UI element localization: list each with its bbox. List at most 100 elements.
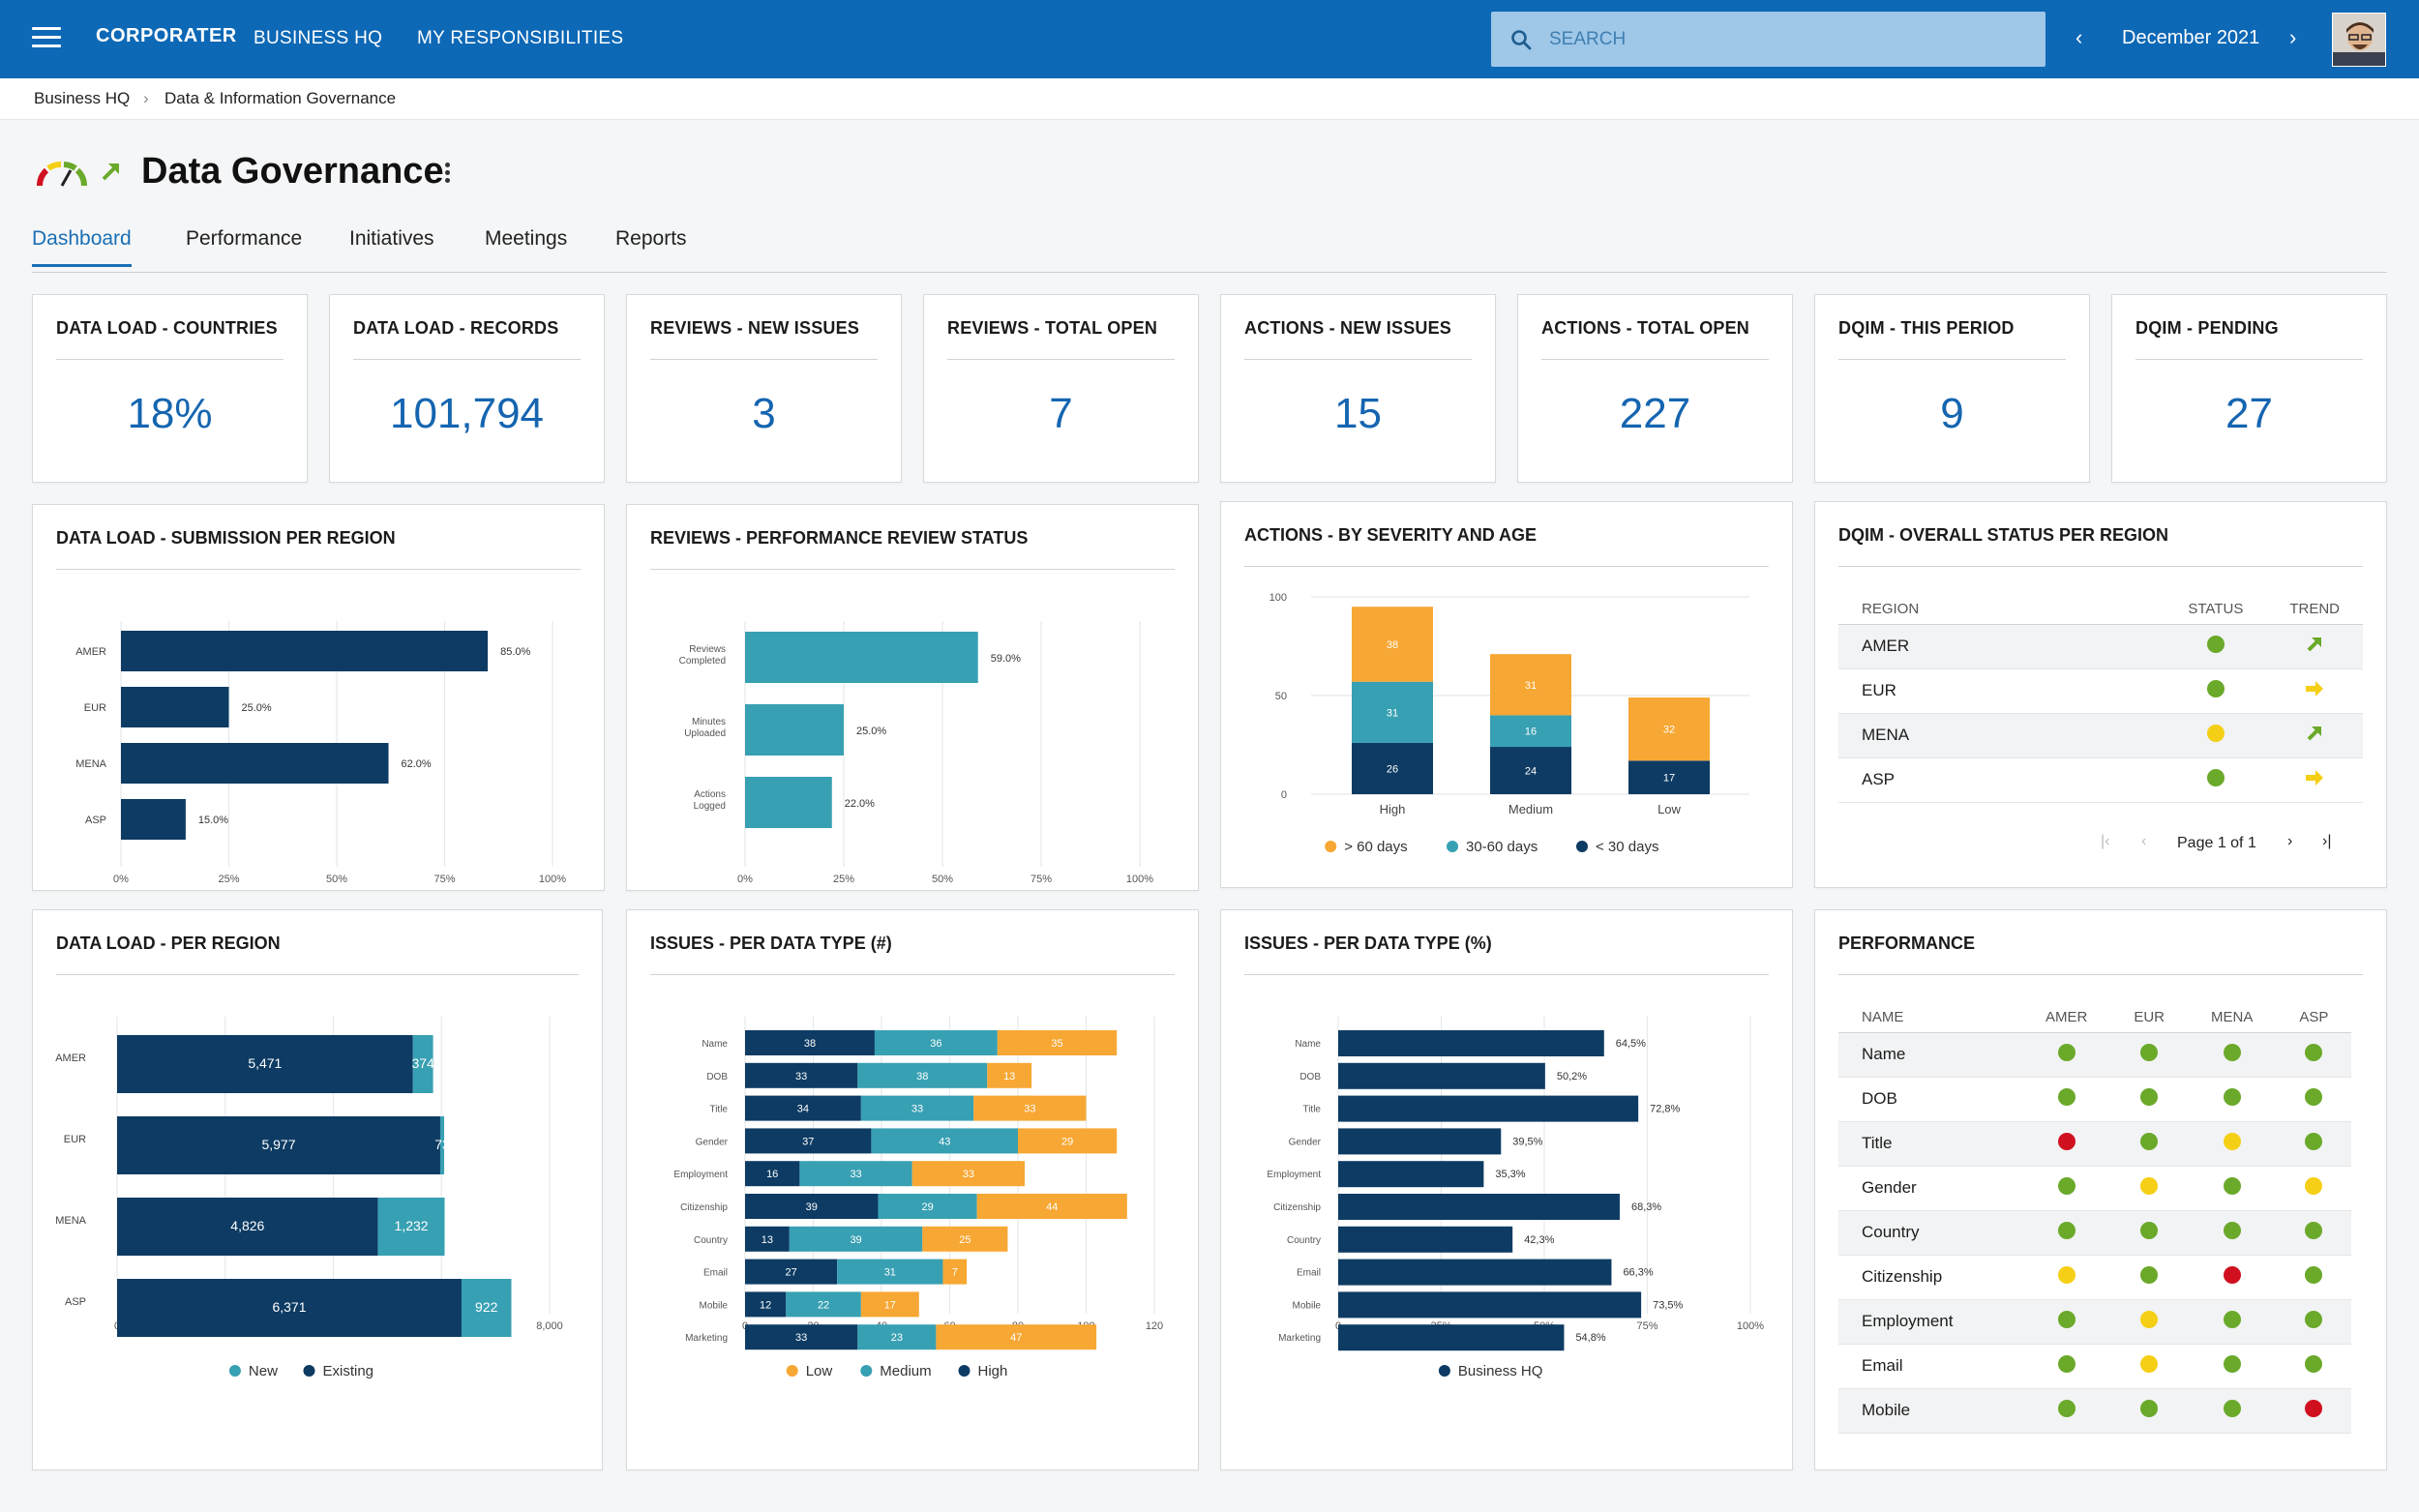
category-label: Email	[1297, 1268, 1321, 1279]
prev-page-icon[interactable]: ‹	[2141, 833, 2147, 849]
kpi-card-reviews-new-issues[interactable]: REVIEWS - NEW ISSUES 3	[626, 294, 902, 483]
breadcrumb-data-governance[interactable]: Data & Information Governance	[164, 89, 397, 107]
table-row[interactable]: AMER	[1838, 624, 2363, 669]
prev-period-icon[interactable]: ‹	[2076, 25, 2083, 49]
avatar[interactable]	[2332, 13, 2386, 67]
table-row[interactable]: Name	[1838, 1032, 2352, 1078]
tab-performance[interactable]: Performance	[186, 227, 303, 250]
legend-label: < 30 days	[1596, 839, 1658, 855]
legend-label: Existing	[323, 1363, 374, 1379]
table-row[interactable]: Email	[1838, 1344, 2352, 1389]
kpi-card-reviews-total-open[interactable]: REVIEWS - TOTAL OPEN 7	[923, 294, 1199, 483]
legend-marker	[786, 1365, 798, 1377]
chart-title: ISSUES - PER DATA TYPE (#)	[650, 934, 892, 953]
category-label: Marketing	[1278, 1333, 1321, 1344]
more-options-icon[interactable]	[445, 163, 451, 183]
next-period-icon[interactable]: ›	[2289, 25, 2297, 49]
region-name: MENA	[1838, 713, 2165, 758]
kpi-title: ACTIONS - TOTAL OPEN	[1541, 318, 1750, 338]
bar	[1338, 1095, 1639, 1122]
first-page-icon[interactable]: |‹	[2101, 833, 2110, 849]
legend-marker	[1438, 1365, 1450, 1377]
legend-label: High	[978, 1363, 1008, 1379]
data-label: 72,8%	[1650, 1104, 1680, 1115]
legend-label: 30-60 days	[1466, 839, 1538, 855]
column-header-name: NAME	[1838, 1003, 2022, 1033]
bar	[1338, 1030, 1604, 1056]
data-label: 39	[850, 1234, 861, 1246]
tick-label: 50%	[326, 874, 347, 885]
category-label: Completed	[679, 656, 726, 667]
bar-segment	[786, 1291, 861, 1318]
column-header-status: STATUS	[2165, 595, 2267, 625]
bar-segment	[1628, 697, 1710, 761]
table-row[interactable]: Mobile	[1838, 1388, 2352, 1434]
kpi-card-data-load-records[interactable]: DATA LOAD - RECORDS 101,794	[329, 294, 605, 483]
bar-segment	[871, 1128, 1018, 1154]
last-page-icon[interactable]: ›|	[2322, 833, 2332, 849]
nav-business-hq[interactable]: BUSINESS HQ	[254, 28, 383, 48]
bar-segment	[1018, 1128, 1118, 1154]
search-input[interactable]	[1549, 28, 2014, 50]
next-page-icon[interactable]: ›	[2287, 833, 2293, 849]
card-title: PERFORMANCE	[1838, 934, 1976, 953]
data-label: 31	[1387, 707, 1398, 719]
bar-segment	[1352, 742, 1433, 794]
kpi-card-dqim-pending[interactable]: DQIM - PENDING 27	[2111, 294, 2387, 483]
tab-reports[interactable]: Reports	[615, 227, 687, 250]
chart-title: DATA LOAD - PER REGION	[56, 934, 281, 953]
status-indicator	[2223, 1354, 2241, 1373]
search-box[interactable]	[1491, 12, 2046, 67]
data-label: 73,5%	[1653, 1299, 1683, 1311]
tab-dashboard[interactable]: Dashboard	[32, 227, 132, 267]
data-label: 59.0%	[991, 653, 1021, 665]
category-label: Actions	[694, 789, 726, 800]
status-indicator	[2223, 1265, 2241, 1284]
data-type-name: Employment	[1838, 1299, 2022, 1345]
bar-segment	[412, 1035, 433, 1093]
bar	[1338, 1194, 1620, 1220]
dqim-status-card: DQIM - OVERALL STATUS PER REGION REGION …	[1814, 501, 2387, 888]
bar-segment	[745, 1030, 875, 1055]
table-row[interactable]: MENA	[1838, 713, 2363, 758]
bar-segment	[874, 1030, 998, 1055]
status-indicator	[2140, 1087, 2159, 1106]
table-row[interactable]: EUR	[1838, 668, 2363, 714]
chart-card-review-status: REVIEWS - PERFORMANCE REVIEW STATUS 0% 25…	[626, 504, 1199, 891]
menu-icon[interactable]	[32, 27, 61, 50]
status-indicator	[2223, 1399, 2241, 1417]
table-row[interactable]: DOB	[1838, 1077, 2352, 1122]
bar-segment	[911, 1161, 1026, 1187]
data-label: 922	[475, 1299, 498, 1315]
kpi-card-data-load-countries[interactable]: DATA LOAD - COUNTRIES 18%	[32, 294, 308, 483]
data-label: 38	[1387, 639, 1398, 651]
category-label: MENA	[55, 1215, 86, 1227]
chart-card-submission-per-region: DATA LOAD - SUBMISSION PER REGION 0% 25% 5…	[32, 504, 605, 891]
kpi-card-actions-total-open[interactable]: ACTIONS - TOTAL OPEN 227	[1517, 294, 1793, 483]
nav-my-responsibilities[interactable]: MY RESPONSIBILITIES	[417, 28, 624, 48]
breadcrumb-business-hq[interactable]: Business HQ	[34, 89, 131, 107]
bar-segment	[789, 1226, 923, 1252]
tab-initiatives[interactable]: Initiatives	[349, 227, 434, 250]
data-label: 36	[930, 1038, 941, 1050]
column-header-trend: TREND	[2266, 595, 2363, 625]
table-row[interactable]: Gender	[1838, 1166, 2352, 1211]
data-label: 22	[818, 1299, 829, 1311]
data-label: 33	[911, 1104, 923, 1115]
kpi-card-actions-new-issues[interactable]: ACTIONS - NEW ISSUES 15	[1220, 294, 1496, 483]
bar-segment	[745, 1095, 861, 1121]
table-row[interactable]: Employment	[1838, 1299, 2352, 1345]
table-row[interactable]: Country	[1838, 1210, 2352, 1256]
legend-label: Medium	[880, 1363, 931, 1379]
table-row[interactable]: ASP	[1838, 757, 2363, 803]
bar-segment	[1490, 715, 1571, 748]
table-row[interactable]: Citizenship	[1838, 1255, 2352, 1300]
data-label: 43	[939, 1136, 950, 1147]
tab-meetings[interactable]: Meetings	[485, 227, 568, 250]
tab-bar: Dashboard Performance Initiatives Meetin…	[32, 227, 2387, 273]
category-label: High	[1380, 802, 1406, 816]
kpi-card-dqim-this-period[interactable]: DQIM - THIS PERIOD 9	[1814, 294, 2090, 483]
table-row[interactable]: Title	[1838, 1121, 2352, 1167]
category-label: EUR	[64, 1134, 86, 1145]
data-type-name: Mobile	[1838, 1388, 2022, 1434]
